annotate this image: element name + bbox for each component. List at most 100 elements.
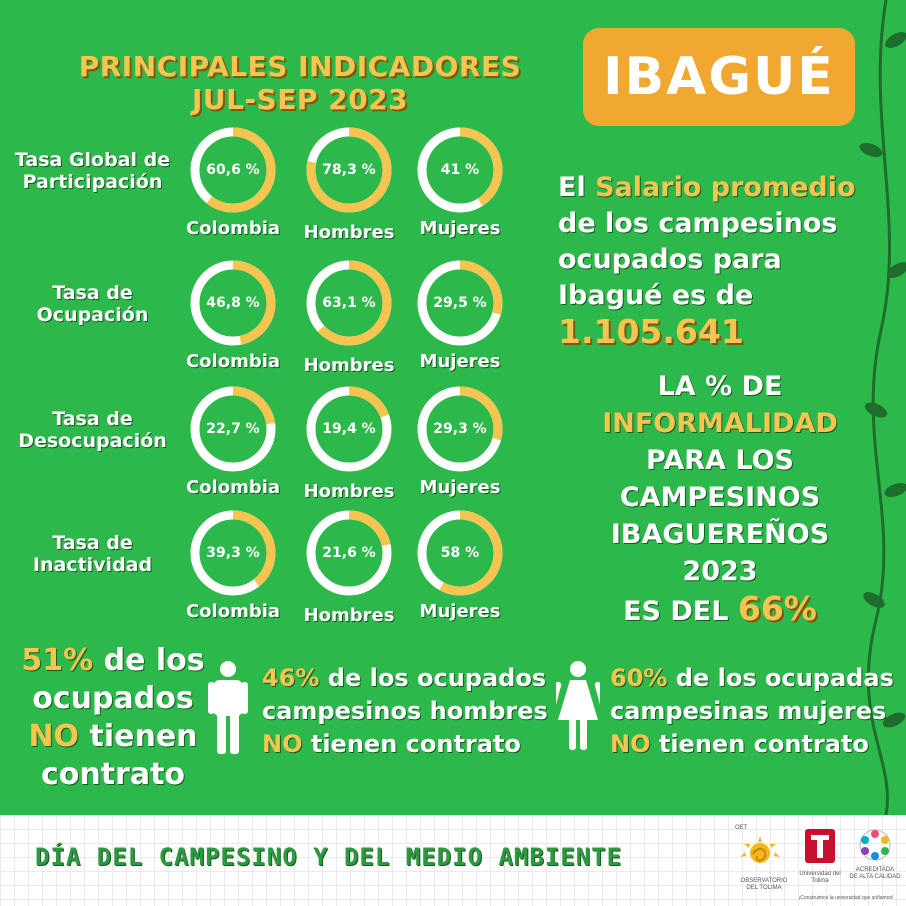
donut-chart: 19,4 % [303,383,395,475]
vine-decoration-icon [859,0,906,815]
contract-men: 46% de los ocupados campesinos hombres N… [262,662,552,761]
donut-value: 21,6 % [322,545,376,561]
donut-fill [306,127,392,213]
donut-ring [190,260,276,346]
donut-fill [417,260,503,346]
donut-value: 60,6 % [206,162,260,178]
acreditada-circle-icon [859,829,891,861]
contract-all: 51% de los ocupados NO tienen contrato [18,642,208,794]
donut-chart: 60,6 % [187,124,279,216]
donut-value: 29,5 % [433,295,487,311]
category-label: Colombia [185,218,281,239]
informality-l3: PARA LOS [646,445,794,476]
contract-women-pct: 60% [610,664,668,692]
donut-ring [417,260,503,346]
man-icon [208,661,248,754]
category-label: Colombia [185,601,281,622]
donut-fill [306,260,392,346]
donut-value: 78,3 % [322,162,376,178]
donut-ring [306,510,392,596]
category-label: Hombres [303,222,395,243]
ut-logo-text: Universidad del Tolima [799,871,841,884]
salary-p1: El [558,172,596,203]
salary-text: El Salario promedio de los campesinos oc… [558,170,878,353]
donut-fill [190,127,276,213]
acreditada-logo-sub: DE ALTA CALIDAD [849,874,901,880]
informality-l6: ES DEL [623,596,729,627]
row-label: Tasa de Inactividad [32,532,153,576]
donut-fill [306,386,392,472]
contract-men-t1: de los ocupados campesinos hombres [262,664,548,725]
oet-logo-text: OET [735,825,748,831]
donut-ring [306,127,392,213]
salary-highlight: Salario promedio [595,172,856,203]
category-label: Mujeres [419,218,501,239]
page-title: PRINCIPALES INDICADORES [78,50,522,83]
donut-fill [417,386,503,472]
informality-l1: LA % DE [657,371,783,402]
informality-text: LA % DE INFORMALIDAD PARA LOS CAMPESINOS… [570,368,870,630]
donut-ring [417,386,503,472]
donut-chart: 29,3 % [414,383,506,475]
donut-chart: 21,6 % [303,507,395,599]
contract-all-pct: 51% [21,643,94,678]
donut-value: 63,1 % [322,295,376,311]
contract-all-no: NO [28,719,80,754]
category-label: Colombia [185,351,281,372]
donut-chart: 46,8 % [187,257,279,349]
donut-ring [306,260,392,346]
footer: DÍA DEL CAMPESINO Y DEL MEDIO AMBIENTE O… [0,815,906,906]
oet-sun-icon [740,836,780,863]
footer-title: DÍA DEL CAMPESINO Y DEL MEDIO AMBIENTE [35,843,623,871]
informality-highlight: INFORMALIDAD [602,408,838,439]
donut-ring [190,127,276,213]
donut-value: 29,3 % [433,421,487,437]
donut-fill [417,510,503,596]
donut-fill [417,127,503,213]
contract-all-t1: de los ocupados [32,643,205,716]
contract-men-pct: 46% [262,664,320,692]
donut-chart: 63,1 % [303,257,395,349]
donut-ring [417,510,503,596]
contract-men-t2: tienen contrato [302,730,521,758]
main-panel: PRINCIPALES INDICADORES JUL-SEP 2023 IBA… [14,0,906,815]
category-label: Mujeres [419,601,501,622]
donut-value: 22,7 % [206,421,260,437]
contract-women-t2: tienen contrato [650,730,869,758]
donut-ring [190,386,276,472]
donut-chart: 29,5 % [414,257,506,349]
donut-fill [306,510,392,596]
donut-fill [190,510,276,596]
informality-l5: IBAGUEREÑOS 2023 [610,519,830,587]
category-label: Hombres [303,481,395,502]
category-label: Hombres [303,605,395,626]
donut-chart: 58 % [414,507,506,599]
oet-logo-sub: OBSERVATORIO DEL TOLIMA [740,878,788,891]
informality-l4: CAMPESINOS [619,482,821,513]
city-badge: IBAGUÉ [583,28,855,126]
page-subtitle: JUL-SEP 2023 [191,83,409,116]
donut-value: 58 % [440,545,480,561]
salary-amount: 1.105.641 [558,312,744,351]
donut-chart: 41 % [414,124,506,216]
donut-ring [190,510,276,596]
informality-value: 66% [737,589,817,628]
category-label: Colombia [185,477,281,498]
acreditada-logo: ACREDITADA DE ALTA CALIDAD [847,827,903,881]
contract-women-no: NO [610,730,651,758]
donut-chart: 22,7 % [187,383,279,475]
donut-value: 46,8 % [206,295,260,311]
row-label: Tasa de Desocupación [18,408,167,452]
donut-value: 19,4 % [322,421,376,437]
ut-shield-icon [805,829,835,863]
row-label: Tasa Global de Participación [14,149,171,193]
donut-chart: 39,3 % [187,507,279,599]
donut-value: 41 % [440,162,480,178]
ut-slogan: ¡Construimos la universidad que soñamos! [798,895,894,901]
woman-icon [556,661,600,750]
donut-fill [190,260,276,346]
category-label: Mujeres [419,351,501,372]
contract-men-no: NO [262,730,303,758]
donut-fill [190,386,276,472]
donut-chart: 78,3 % [303,124,395,216]
